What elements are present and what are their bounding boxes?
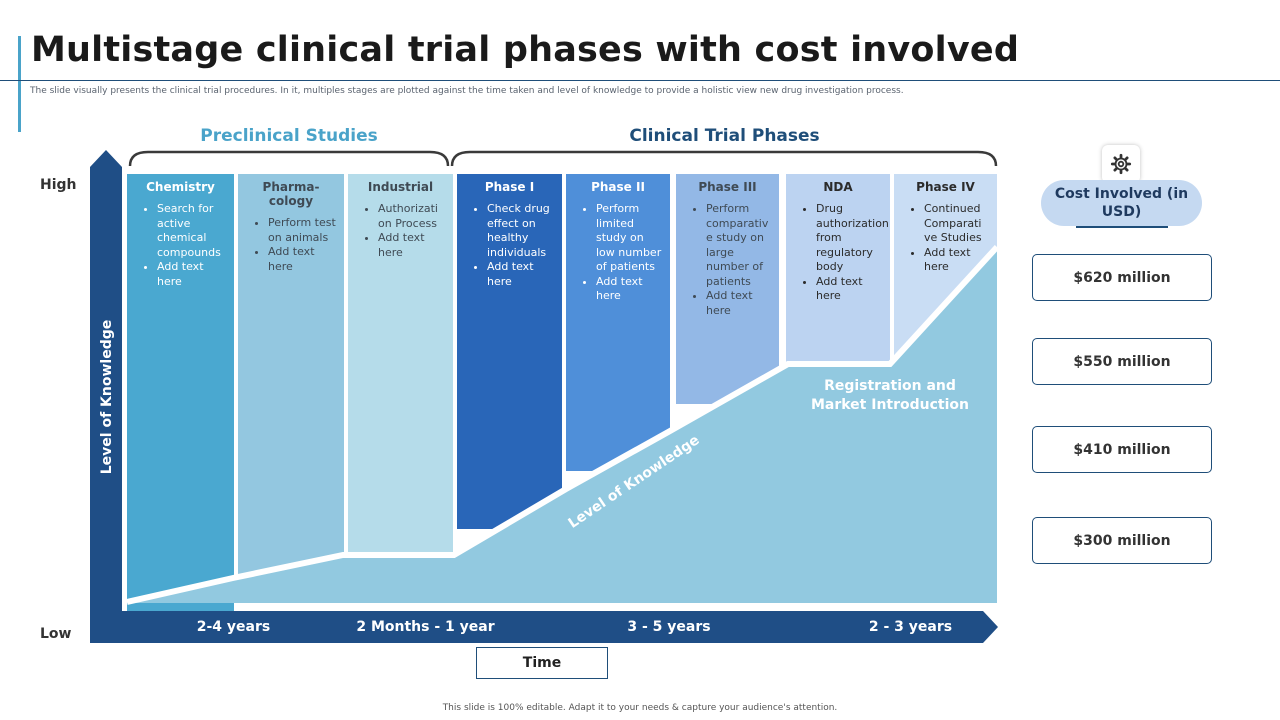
phase-bullet: Add text here bbox=[487, 260, 556, 289]
phase-column-bg bbox=[566, 174, 670, 471]
preclinical-heading: Preclinical Studies bbox=[200, 126, 378, 146]
clinical-heading: Clinical Trial Phases bbox=[629, 126, 820, 146]
phase-bullet: Perform test on animals bbox=[268, 216, 338, 245]
phase-card: NDA Drug authorization from regulatory bo… bbox=[786, 174, 890, 304]
phase-bullet: Check drug effect on healthy individuals bbox=[487, 202, 556, 260]
cost-title-underline bbox=[1076, 226, 1168, 228]
phase-title: Phase III bbox=[698, 180, 757, 194]
phase-bullet: Search for active chemical compounds bbox=[157, 202, 228, 260]
page-subtitle: The slide visually presents the clinical… bbox=[30, 86, 904, 96]
phase-bullets: Perform comparativ e study on large numb… bbox=[682, 202, 773, 318]
phase-card: Phase IV Continued Comparati ve StudiesAd… bbox=[894, 174, 997, 275]
phase-bullets: Drug authorization from regulatory bodyA… bbox=[792, 202, 889, 304]
phase-bullets: Perform limited study on low number of p… bbox=[572, 202, 664, 304]
time-segment: 2 Months - 1 year bbox=[356, 619, 495, 635]
phase-title: Industrial bbox=[367, 180, 434, 194]
phase-bullets: Authorizati on ProcessAdd text here bbox=[354, 202, 447, 260]
phase-card: Phase III Perform comparativ e study on l… bbox=[676, 174, 779, 318]
phase-card: Phase II Perform limited study on low num… bbox=[566, 174, 670, 304]
time-segment: 2 - 3 years bbox=[868, 619, 953, 635]
phase-column-bg bbox=[348, 174, 453, 595]
page-title: Multistage clinical trial phases with co… bbox=[31, 30, 1020, 70]
phase-bullet: Authorizati on Process bbox=[378, 202, 447, 231]
phase-bullet: Add text here bbox=[157, 260, 228, 289]
phase-bullet: Drug authorization from regulatory body bbox=[816, 202, 889, 275]
phase-bullet: Add text here bbox=[596, 275, 664, 304]
y-axis-label: Level of Knowledge bbox=[99, 319, 115, 475]
time-segment: 2-4 years bbox=[196, 619, 271, 635]
phase-bullet: Add text here bbox=[816, 275, 884, 304]
phase-bullet: Add text here bbox=[924, 246, 991, 275]
title-accent-bar bbox=[18, 36, 21, 132]
cost-value-box: $300 million bbox=[1032, 517, 1212, 564]
phase-bullets: Search for active chemical compoundsAdd … bbox=[133, 202, 228, 289]
phase-card: Industrial Authorizati on ProcessAdd text… bbox=[348, 174, 453, 260]
high-label: High bbox=[40, 177, 77, 193]
settings-button[interactable] bbox=[1102, 145, 1140, 183]
gear-icon bbox=[1110, 153, 1132, 175]
phase-card: Chemistry Search for active chemical comp… bbox=[127, 174, 234, 289]
time-axis-label: Time bbox=[476, 647, 608, 679]
phase-bullet: Perform limited study on low number of p… bbox=[596, 202, 664, 275]
phase-card: Phase I Check drug effect on healthy indi… bbox=[457, 174, 562, 289]
phase-title: Phase I bbox=[484, 180, 535, 194]
phase-bullet: Add text here bbox=[706, 289, 773, 318]
phase-bullets: Perform test on animalsAdd text here bbox=[244, 216, 338, 274]
phase-bullet: Add text here bbox=[268, 245, 338, 274]
cost-involved-title: Cost Involved (in USD) bbox=[1041, 180, 1202, 226]
registration-label: Registration and Market Introduction bbox=[810, 378, 970, 413]
footer-note: This slide is 100% editable. Adapt it to… bbox=[442, 703, 838, 713]
phase-title: Pharma-cology bbox=[262, 180, 320, 208]
phase-bullet: Add text here bbox=[378, 231, 447, 260]
low-label: Low bbox=[40, 626, 72, 642]
phase-bullet: Perform comparativ e study on large numb… bbox=[706, 202, 773, 289]
cost-value-box: $620 million bbox=[1032, 254, 1212, 301]
phase-title: Chemistry bbox=[146, 180, 215, 194]
knowledge-area bbox=[127, 247, 997, 603]
preclinical-brace bbox=[128, 150, 450, 167]
clinical-brace bbox=[450, 150, 998, 167]
title-divider bbox=[0, 80, 1280, 81]
phase-card: Pharma-cology Perform test on animalsAdd … bbox=[238, 174, 344, 274]
phase-bullet: Continued Comparati ve Studies bbox=[924, 202, 991, 246]
cost-value-box: $410 million bbox=[1032, 426, 1212, 473]
time-segment: 3 - 5 years bbox=[627, 619, 711, 635]
phase-column-bg bbox=[238, 174, 344, 595]
cost-value-box: $550 million bbox=[1032, 338, 1212, 385]
phase-column-bg bbox=[127, 174, 234, 618]
phase-title: Phase II bbox=[591, 180, 645, 194]
phase-title: NDA bbox=[823, 180, 853, 194]
phase-title: Phase IV bbox=[916, 180, 975, 194]
phase-column-bg bbox=[457, 174, 562, 529]
phase-column-bg bbox=[676, 174, 779, 404]
phase-bullets: Continued Comparati ve StudiesAdd text h… bbox=[900, 202, 991, 275]
phase-columns bbox=[127, 174, 997, 618]
phase-bullets: Check drug effect on healthy individuals… bbox=[463, 202, 556, 289]
knowledge-line bbox=[126, 244, 1000, 605]
